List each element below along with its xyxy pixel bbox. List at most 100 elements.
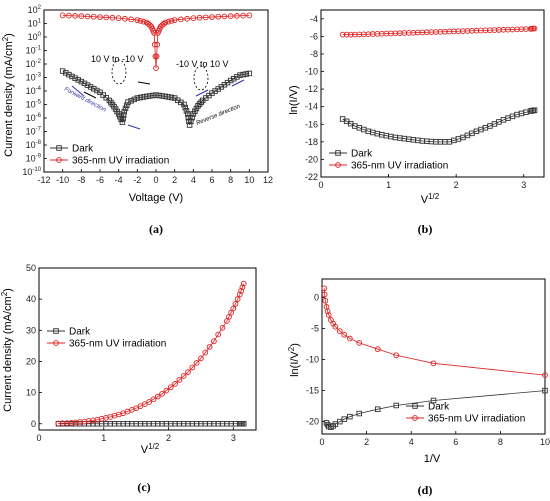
series-1-point-43	[232, 300, 239, 307]
legend-label-0: Dark	[72, 144, 94, 155]
forward-arrow-4	[231, 79, 245, 87]
x-tick-label-4: 8	[498, 437, 503, 447]
annotation-forward: Forward direction	[63, 86, 107, 113]
series-1-point-11	[128, 16, 134, 23]
series-1-point-48	[246, 12, 253, 19]
series-1-point-0	[55, 420, 62, 427]
y-tick-exp: -9	[36, 154, 42, 160]
series-1-point-12	[356, 340, 363, 346]
legend-label-1: 365-nm UV irradiation	[428, 414, 525, 425]
series-1-point-10	[341, 331, 348, 338]
x-tick-label-4: -4	[115, 175, 123, 185]
series-line-0	[62, 70, 250, 126]
series-1-point-13	[137, 17, 144, 24]
series-0-point-78	[246, 70, 253, 77]
series-0-point-37	[147, 93, 153, 99]
series-1-point-41	[202, 14, 209, 21]
series-0-point-36	[143, 93, 150, 100]
series-1-point-9	[336, 328, 343, 334]
series-1-point-0	[321, 285, 328, 292]
series-0-point-33	[134, 95, 141, 101]
y-tick-label-6: -10	[305, 67, 318, 77]
annotation-sweep-down: 10 V to -10 V	[91, 54, 144, 64]
series-1-point-9	[115, 15, 122, 21]
series-0-point-38	[150, 92, 156, 99]
series-1-point-35	[168, 17, 175, 24]
series-0-point-2	[66, 71, 72, 78]
series-1-point-38	[219, 324, 226, 331]
series-0-point-62	[198, 99, 204, 105]
y-tick-label-3: 10-7	[26, 127, 42, 137]
sweep-ellipse-left	[111, 59, 127, 85]
reverse-arrow-1	[137, 81, 151, 85]
y-tick-label-2: 20	[26, 356, 36, 366]
y-tick-exp: -5	[36, 100, 42, 106]
x-tick-label-1: 2	[364, 437, 369, 447]
series-1-point-30	[185, 369, 191, 375]
y-tick-label-4: 40	[26, 294, 36, 304]
series-1-point-25	[163, 387, 170, 394]
series-0-point-24	[119, 119, 126, 125]
series-1-point-4	[324, 308, 331, 315]
series-1-point-34	[165, 18, 172, 25]
y-tick-label-2: -10	[306, 355, 319, 365]
y-tick-label-11: 101	[28, 19, 42, 29]
y-tick-label-6: 10-4	[26, 86, 42, 96]
y-tick-exp: -1	[36, 46, 42, 52]
legend-marker-1	[53, 340, 59, 346]
y-tick-label-1: 10	[26, 388, 36, 398]
y-tick-exp: 0	[38, 32, 42, 38]
series-1-point-8	[109, 14, 116, 21]
x-tick-label-1: -10	[56, 175, 69, 185]
series-1-point-2	[347, 31, 354, 38]
series-1-point-31	[189, 364, 196, 371]
panel-b: 0 1 2 3 -22 -20 -18 -16 -14 -12 -10 -8 -6 -4 Dark365-n…	[288, 9, 545, 236]
y-tick-label-0: 10-10	[22, 167, 41, 177]
series-1-point-40	[196, 14, 203, 21]
y-tick-label-9: -4	[310, 14, 318, 24]
series-1-point-36	[171, 17, 178, 23]
series-1-point-24	[159, 391, 165, 397]
y-tick-exp: 1	[38, 19, 42, 25]
series-1-point-46	[238, 287, 244, 294]
series-1-point-4	[72, 419, 79, 426]
y-tick-label-0: -22	[305, 172, 318, 182]
series-1-point-1	[343, 31, 350, 38]
series-1-point-8	[332, 323, 339, 330]
series-1-point-32	[193, 360, 200, 366]
x-tick-label-1: 1	[101, 433, 106, 443]
series-1-point-5	[90, 13, 97, 20]
y-tick-label-1: -20	[305, 154, 318, 164]
series-0-point-51	[184, 111, 191, 117]
y-tick-base: 10	[28, 32, 38, 42]
plot-frame	[321, 278, 546, 435]
series-0-point-61	[196, 101, 203, 107]
y-tick-base: 10	[22, 167, 32, 177]
series-0-point-48	[181, 101, 187, 108]
series-1-point-37	[215, 331, 222, 338]
xlabel-d: 1/V	[424, 453, 441, 465]
annotation-reverse: Reverse direction	[196, 104, 242, 127]
series-1-point-36	[211, 338, 217, 345]
series-1-point-47	[239, 284, 246, 291]
series-1-point-44	[221, 13, 228, 20]
series-0-point-5	[75, 77, 81, 83]
series-1-point-5	[325, 312, 332, 318]
y-tick-label-1: -15	[306, 386, 319, 396]
series-1-point-15	[430, 360, 437, 367]
series-0-point-27	[121, 108, 128, 115]
series-0-point-49	[182, 104, 188, 111]
x-tick-label-0: 0	[318, 180, 323, 190]
plot-frame	[38, 267, 257, 431]
y-tick-exp: -8	[36, 140, 42, 146]
series-1-point-42	[209, 14, 215, 20]
y-tick-label-4: 10-6	[26, 113, 42, 123]
series-0-point-12	[430, 397, 437, 404]
y-tick-label-7: 10-3	[26, 73, 42, 83]
series-1-point-14	[393, 352, 400, 359]
y-tick-base: 10	[26, 46, 36, 56]
series-1-point-21	[151, 30, 157, 36]
y-tick-exp: -3	[36, 73, 42, 79]
series-1-point-24	[153, 65, 159, 71]
